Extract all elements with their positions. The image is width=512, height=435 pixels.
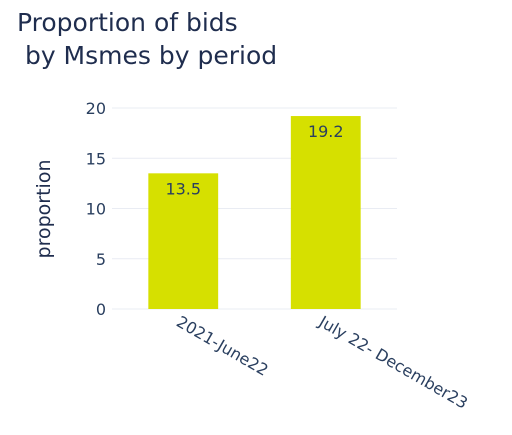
y-tick-label: 5: [96, 250, 106, 269]
y-tick-label: 15: [86, 149, 106, 168]
x-axis-categories: 2021-June22 July 22- December23: [173, 312, 471, 413]
data-label-1: 13.5: [165, 179, 201, 198]
y-axis-label: proportion: [33, 160, 55, 259]
data-labels: 13.5 19.2: [165, 122, 343, 198]
y-tick-label: 0: [96, 300, 106, 319]
bars: [148, 116, 361, 309]
y-axis-ticks: 0 5 10 15 20: [86, 99, 106, 319]
y-tick-label: 10: [86, 200, 106, 219]
bar-2[interactable]: [290, 116, 361, 309]
chart-title-line-1: Proportion of bids: [17, 8, 238, 37]
x-category-label-2: July 22- December23: [315, 312, 471, 413]
bar-1[interactable]: [148, 173, 219, 309]
y-tick-label: 20: [86, 99, 106, 118]
data-label-2: 19.2: [308, 122, 344, 141]
chart-title-line-2: by Msmes by period: [17, 41, 277, 70]
x-category-label-1: 2021-June22: [173, 312, 271, 380]
